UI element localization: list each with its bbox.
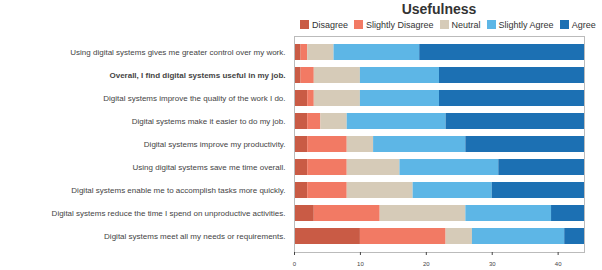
svg-text:0: 0 <box>293 261 297 267</box>
html-text:Neutral: Neutral <box>451 20 481 30</box>
svg-text:30: 30 <box>489 261 496 267</box>
html-text:Usefulness: Usefulness <box>401 1 477 17</box>
svg-text:Overall, I find digital system: Overall, I find digital systems useful i… <box>109 71 285 80</box>
svg-text:Digital systems enable me to a: Digital systems enable me to accomplish … <box>71 186 285 195</box>
svg-text:40: 40 <box>555 261 562 267</box>
svg-text:10: 10 <box>357 261 364 267</box>
svg-text:Digital systems reduce the tim: Digital systems reduce the time I spend … <box>52 209 286 218</box>
svg-text:Digital systems improve my pro: Digital systems improve my productivity. <box>144 140 286 149</box>
html-text:Slightly Agree: Slightly Agree <box>498 20 554 30</box>
svg-text:Digital systems meet all my ne: Digital systems meet all my needs or req… <box>104 232 285 241</box>
svg-text:20: 20 <box>423 261 430 267</box>
svg-text:Digital systems improve the qu: Digital systems improve the quality of t… <box>103 94 285 103</box>
svg-text:Using digital systems gives me: Using digital systems gives me greater c… <box>70 48 285 57</box>
svg-text:Using digital systems save me: Using digital systems save me time overa… <box>133 163 286 172</box>
svg-text:Digital systems make it easier: Digital systems make it easier to do my … <box>132 117 286 126</box>
html-text:Agree: Agree <box>571 20 596 30</box>
html-text:Disagree: Disagree <box>312 20 348 30</box>
html-text:Slightly Disagree: Slightly Disagree <box>366 20 434 30</box>
